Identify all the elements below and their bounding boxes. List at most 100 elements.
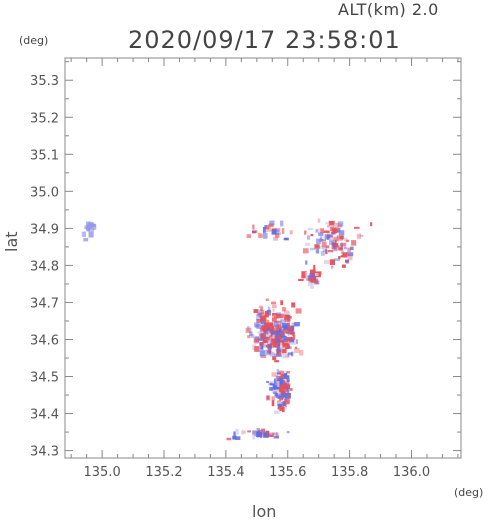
echo-cell bbox=[280, 373, 286, 380]
echo-cell bbox=[305, 242, 310, 246]
echo-cell bbox=[310, 247, 316, 251]
echo-cell bbox=[277, 375, 281, 382]
echo-cell bbox=[235, 428, 239, 435]
echo-cell bbox=[283, 374, 287, 377]
echo-cell bbox=[335, 238, 338, 241]
echo-cell bbox=[263, 432, 266, 436]
echo-cell bbox=[265, 319, 270, 324]
echo-cell bbox=[257, 232, 261, 239]
echo-cell bbox=[257, 338, 264, 341]
echo-cell bbox=[333, 236, 339, 242]
echo-cell bbox=[273, 395, 277, 399]
echo-cell bbox=[247, 430, 251, 433]
echo-cell bbox=[298, 278, 304, 281]
echo-cell bbox=[282, 228, 285, 234]
echo-cell bbox=[342, 252, 348, 258]
echo-cell bbox=[337, 228, 341, 233]
echo-cell bbox=[301, 271, 307, 277]
echo-cell bbox=[305, 272, 308, 278]
echo-cell bbox=[341, 264, 346, 268]
echo-cell bbox=[284, 398, 290, 404]
echo-cell bbox=[299, 349, 304, 356]
echo-cell bbox=[291, 322, 295, 325]
echo-cell bbox=[260, 346, 264, 350]
echo-cell bbox=[275, 375, 279, 381]
echo-cell bbox=[272, 327, 275, 331]
echo-cell bbox=[257, 331, 264, 334]
echo-cell bbox=[283, 338, 289, 342]
echo-cell bbox=[269, 387, 274, 391]
echo-cell bbox=[261, 431, 265, 435]
echo-cell bbox=[284, 316, 291, 322]
echo-cell bbox=[274, 410, 280, 414]
echo-cell bbox=[314, 244, 320, 249]
x-tick-label: 135.2 bbox=[145, 465, 182, 480]
echo-cell bbox=[279, 232, 282, 235]
echo-cell bbox=[235, 436, 241, 440]
echo-cell bbox=[333, 243, 339, 248]
echo-cell bbox=[256, 431, 261, 437]
echo-cell bbox=[276, 314, 282, 319]
echo-cell bbox=[284, 384, 290, 390]
echo-cell bbox=[254, 322, 260, 328]
echo-cells bbox=[81, 218, 373, 441]
echo-cell bbox=[294, 346, 298, 349]
echo-cell bbox=[280, 386, 285, 393]
echo-cell bbox=[332, 228, 338, 234]
echo-cell bbox=[339, 247, 343, 251]
echo-cell bbox=[338, 230, 345, 236]
echo-cell bbox=[327, 225, 330, 228]
echo-cell bbox=[278, 370, 285, 375]
echo-cell bbox=[267, 324, 270, 329]
echo-cell bbox=[286, 316, 292, 319]
echo-cell bbox=[280, 300, 284, 306]
echo-cell bbox=[284, 335, 287, 341]
echo-cell bbox=[260, 342, 264, 348]
echo-cell bbox=[277, 395, 284, 400]
echo-cell bbox=[259, 233, 263, 238]
echo-cell bbox=[284, 325, 288, 330]
echo-cell bbox=[359, 234, 364, 238]
echo-cell bbox=[314, 273, 319, 277]
x-axis-unit: (deg) bbox=[454, 486, 484, 499]
echo-cell bbox=[275, 325, 280, 331]
echo-cell bbox=[256, 314, 261, 321]
echo-cell bbox=[272, 356, 277, 361]
echo-cell bbox=[345, 259, 350, 264]
echo-cell bbox=[260, 307, 263, 311]
echo-cell bbox=[354, 226, 360, 229]
echo-cell bbox=[263, 232, 268, 239]
echo-cell bbox=[351, 240, 357, 246]
echo-cell bbox=[315, 249, 320, 254]
echo-cell bbox=[289, 331, 294, 335]
echo-cell bbox=[277, 329, 282, 336]
echo-cell bbox=[285, 343, 290, 349]
echo-cell bbox=[277, 347, 282, 353]
echo-cell bbox=[329, 240, 334, 245]
echo-cell bbox=[330, 237, 333, 242]
echo-cell bbox=[286, 336, 293, 341]
echo-cell bbox=[259, 350, 266, 357]
echo-cell bbox=[274, 229, 280, 235]
echo-cell bbox=[325, 245, 330, 249]
echo-cell bbox=[310, 275, 316, 280]
echo-cell bbox=[252, 344, 256, 350]
echo-cell bbox=[333, 246, 338, 252]
echo-cell bbox=[263, 342, 266, 348]
altitude-label: ALT(km) 2.0 bbox=[338, 0, 439, 19]
echo-cell bbox=[274, 323, 279, 328]
echo-cell bbox=[283, 237, 289, 241]
echo-cell bbox=[281, 331, 284, 336]
echo-cell bbox=[258, 334, 262, 340]
echo-cell bbox=[278, 390, 282, 395]
echo-cell bbox=[325, 249, 328, 255]
echo-cell bbox=[306, 276, 311, 280]
echo-cell bbox=[281, 383, 287, 388]
echo-cell bbox=[275, 432, 279, 439]
echo-cell bbox=[279, 377, 284, 384]
echo-cell bbox=[287, 392, 290, 399]
echo-cell bbox=[279, 313, 285, 318]
y-tick-label: 35.1 bbox=[30, 148, 59, 163]
echo-cell bbox=[356, 233, 361, 240]
echo-cell bbox=[310, 233, 314, 237]
